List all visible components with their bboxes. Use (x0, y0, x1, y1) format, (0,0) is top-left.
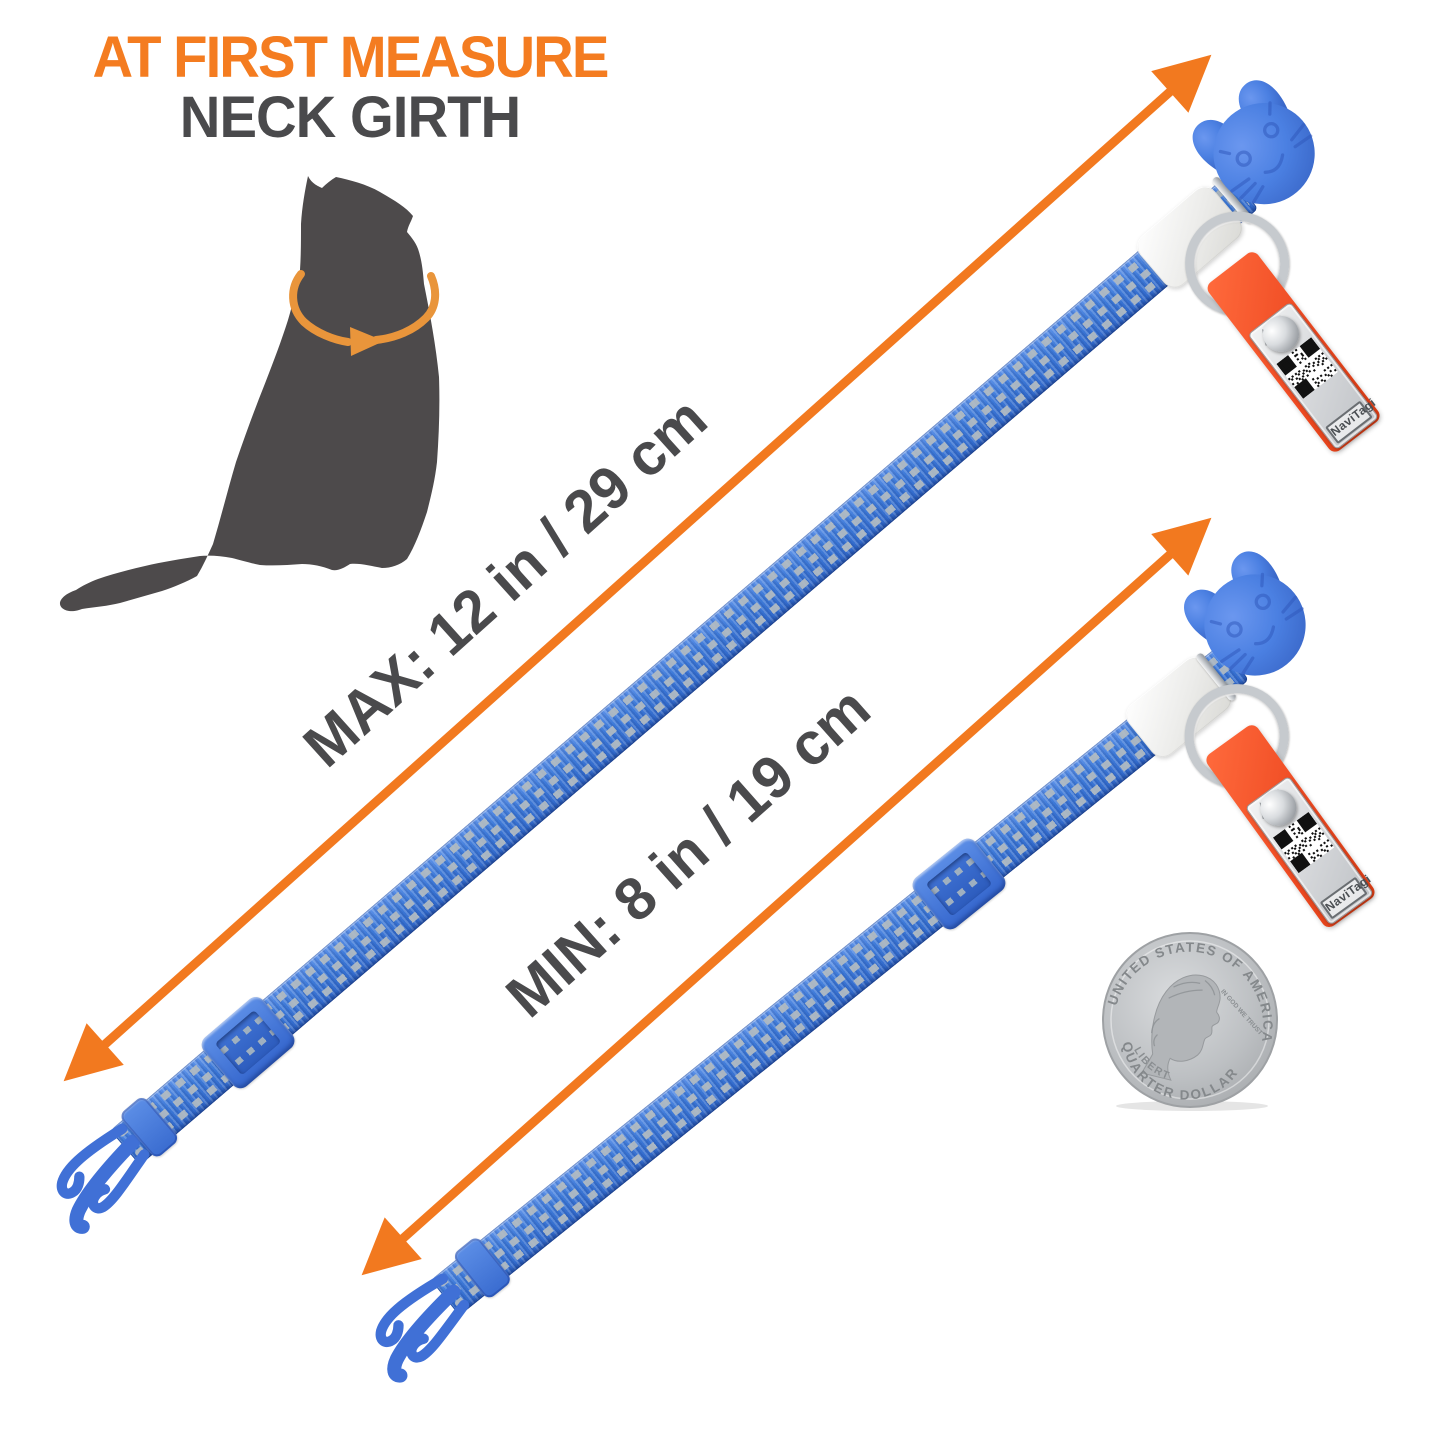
collar-min: NaviTagi (431, 644, 1378, 1316)
tag-brand-label: NaviTagi (1325, 395, 1379, 445)
measure-arrow-min (361, 517, 1212, 1276)
id-tag-plate: NaviTagi (1244, 775, 1375, 926)
id-tag: NaviTagi (1203, 722, 1381, 935)
quarter-coin: UNITED STATES OF AMERICA QUARTER DOLLAR … (1098, 930, 1282, 1114)
tag-brand-label: NaviTagi (1319, 872, 1374, 920)
id-tag-plate: NaviTagi (1247, 301, 1380, 451)
collar-max: NaviTagi (110, 174, 1383, 1166)
washington-bust (1141, 974, 1221, 1081)
id-tag: NaviTagi (1204, 249, 1386, 460)
